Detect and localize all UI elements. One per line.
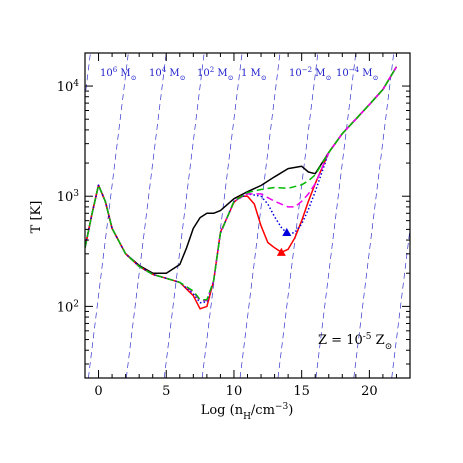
jeans-mass-label: 10−4 M⊙ (336, 66, 378, 82)
jeans-mass-line (430, 53, 463, 378)
jeans-mass-lines (85, 53, 463, 378)
temperature-curves (85, 66, 398, 310)
jeans-mass-line (239, 53, 281, 378)
metallicity-annotation: Z = 10-5 Z⊙ (318, 332, 392, 352)
jeans-mass-line (277, 53, 319, 378)
fragment-markers (276, 227, 292, 256)
x-tick-label: 10 (226, 384, 243, 399)
temperature-curve-ee00ee (85, 66, 398, 302)
jeans-mass-line (125, 53, 167, 378)
y-tick-label: 102 (57, 299, 79, 315)
x-tick-label: 15 (293, 384, 310, 399)
triangle-marker (282, 227, 292, 236)
y-tick-label: 104 (57, 79, 80, 95)
jeans-mass-label: 104 M⊙ (149, 66, 186, 82)
x-axis-title: Log (nH/cm−3) (201, 402, 294, 422)
triangle-marker (276, 247, 286, 256)
temperature-curve-ff0000 (85, 66, 398, 310)
jeans-mass-labels: 106 M⊙ 104 M⊙ 102 M⊙ 1 M⊙ 10−2 M⊙ 10−4 M⊙ (100, 66, 378, 82)
y-tick-label: 103 (57, 189, 80, 205)
jeans-mass-line (315, 53, 357, 378)
jeans-mass-label: 1 M⊙ (241, 68, 267, 82)
jeans-mass-label: 102 M⊙ (197, 66, 234, 82)
temperature-curve-000000 (85, 66, 398, 274)
jeans-mass-label: 106 M⊙ (100, 66, 137, 82)
jeans-mass-line (201, 53, 243, 378)
x-tick-label: 0 (94, 384, 102, 399)
jeans-mass-line (391, 226, 410, 378)
x-tick-label: 5 (162, 384, 170, 399)
jeans-mass-line (163, 53, 205, 378)
jeans-mass-line (353, 53, 395, 378)
temperature-curve-0000dd (85, 66, 398, 304)
temperature-curve-00bb00 (85, 66, 398, 301)
y-axis-title: T [K] (29, 201, 44, 234)
plot-frame (84, 52, 411, 379)
jeans-mass-label: 10−2 M⊙ (289, 66, 331, 82)
axis-ticks: 0 5 10 15 20 102 103 104 (57, 53, 411, 399)
x-tick-label: 20 (361, 384, 378, 399)
